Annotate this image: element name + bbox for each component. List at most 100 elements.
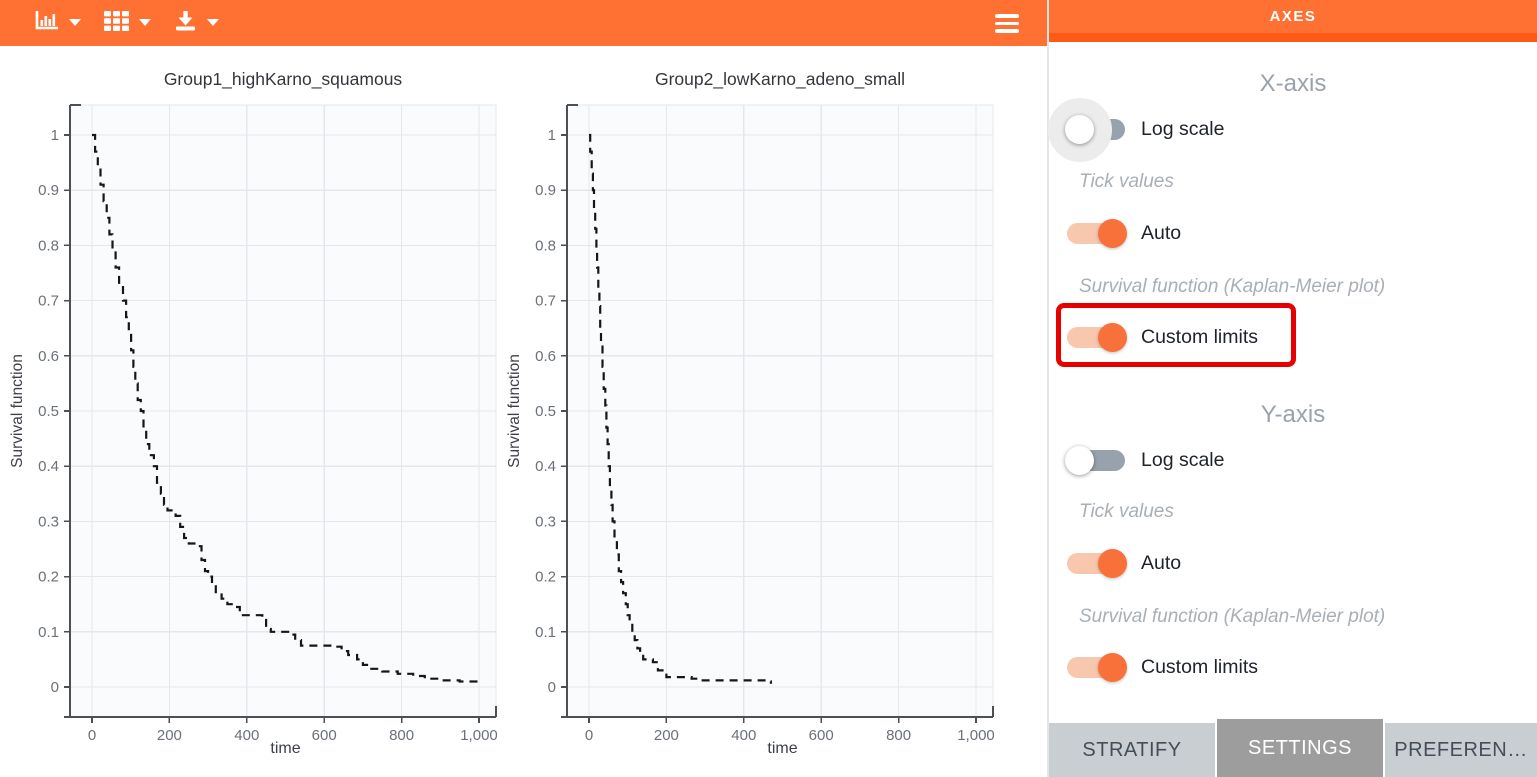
svg-text:0.9: 0.9	[535, 182, 556, 199]
svg-text:0.1: 0.1	[38, 624, 59, 641]
panel-divider	[1047, 0, 1049, 777]
y-axis-title: Survival function	[506, 354, 523, 468]
svg-text:0: 0	[548, 679, 556, 696]
tick-labels: 0 0.1 0.2 0.3 0.4 0.5 0.6 0.7 0.8 0.9 1 0 200 400 600 8…	[535, 127, 994, 744]
download-menu-button[interactable]	[173, 9, 219, 37]
svg-text:800: 800	[886, 727, 911, 744]
svg-text:1: 1	[51, 127, 59, 144]
svg-text:0.1: 0.1	[535, 624, 556, 641]
y-auto-row: Auto	[1067, 549, 1181, 578]
km-curve	[589, 133, 772, 684]
y-custom-limits-label: Custom limits	[1141, 656, 1259, 678]
x-axis-heading: X-axis	[1259, 70, 1327, 97]
download-icon	[173, 9, 198, 37]
svg-text:0.3: 0.3	[535, 513, 556, 530]
x-auto-row: Auto	[1067, 219, 1181, 248]
x-custom-limits-label: Custom limits	[1141, 326, 1259, 348]
svg-text:200: 200	[654, 727, 679, 744]
y-custom-limits-toggle[interactable]	[1067, 653, 1127, 682]
svg-text:0.8: 0.8	[535, 237, 556, 254]
svg-text:0.7: 0.7	[38, 293, 59, 310]
plot-title: Group2_lowKarno_adeno_small	[655, 69, 905, 90]
svg-text:400: 400	[731, 727, 756, 744]
svg-text:1,000: 1,000	[957, 727, 994, 744]
svg-text:600: 600	[809, 727, 834, 744]
x-custom-limits-row: Custom limits	[1067, 323, 1258, 352]
y-auto-label: Auto	[1141, 552, 1182, 574]
axes-settings-panel: AXES X-axis Log scale Tick values Auto S…	[1048, 0, 1537, 777]
y-log-scale-row: Log scale	[1065, 446, 1225, 475]
x-auto-label: Auto	[1141, 222, 1182, 244]
svg-text:0.3: 0.3	[38, 513, 59, 530]
svg-text:0.2: 0.2	[38, 569, 59, 586]
y-auto-toggle[interactable]	[1067, 549, 1127, 578]
svg-text:0: 0	[585, 727, 593, 744]
tab-settings[interactable]: SETTINGS	[1217, 719, 1383, 777]
svg-text:0.6: 0.6	[535, 348, 556, 365]
layout-grid-icon	[103, 9, 130, 38]
panel-tab-bar: STRATIFY SETTINGS PREFEREN…	[1049, 719, 1537, 777]
svg-text:0.7: 0.7	[535, 293, 556, 310]
km-plot-group2[interactable]: 0 0.1 0.2 0.3 0.4 0.5 0.6 0.7 0.8 0.9 1 0 200 400 600 8…	[497, 46, 994, 777]
y-tick-values-caption: Tick values	[1079, 501, 1174, 522]
km-plot-group1[interactable]: 0 0.1 0.2 0.3 0.4 0.5 0.6 0.7 0.8 0.9 1 0 200 400 600 8…	[0, 46, 497, 777]
axis-ticks	[64, 134, 480, 723]
svg-text:0.5: 0.5	[535, 403, 556, 420]
x-limits-caption: Survival function (Kaplan-Meier plot)	[1079, 276, 1386, 297]
toggle-knob	[1065, 446, 1094, 475]
y-log-scale-label: Log scale	[1141, 449, 1225, 471]
x-log-scale-toggle[interactable]	[1048, 98, 1125, 162]
svg-text:200: 200	[157, 727, 182, 744]
svg-text:0.2: 0.2	[535, 569, 556, 586]
x-auto-toggle[interactable]	[1067, 219, 1127, 248]
toggle-knob	[1065, 115, 1094, 144]
plot-title: Group1_highKarno_squamous	[164, 69, 403, 90]
axis-ticks	[561, 134, 977, 723]
chart-type-menu-button[interactable]	[33, 9, 81, 37]
main-toolbar	[0, 0, 1047, 46]
panel-title: AXES	[1269, 8, 1317, 25]
svg-text:0.4: 0.4	[38, 458, 59, 475]
x-axis-title: time	[270, 740, 300, 757]
y-custom-limits-row: Custom limits	[1067, 653, 1258, 682]
toggle-knob	[1098, 549, 1127, 578]
toggle-knob	[1098, 653, 1127, 682]
svg-text:0.4: 0.4	[535, 458, 556, 475]
svg-text:400: 400	[234, 727, 259, 744]
tick-labels: 0 0.1 0.2 0.3 0.4 0.5 0.6 0.7 0.8 0.9 1 0 200 400 600 8…	[38, 127, 497, 744]
svg-text:0.6: 0.6	[38, 348, 59, 365]
svg-text:600: 600	[312, 727, 337, 744]
svg-text:800: 800	[389, 727, 414, 744]
y-limits-caption: Survival function (Kaplan-Meier plot)	[1079, 606, 1386, 627]
y-axis-heading: Y-axis	[1260, 401, 1326, 428]
svg-text:0: 0	[51, 679, 59, 696]
hamburger-menu-button[interactable]	[995, 10, 1019, 37]
hamburger-icon	[995, 14, 1019, 33]
chevron-down-icon	[207, 14, 219, 32]
chart-type-icon	[33, 9, 60, 37]
y-axis-title: Survival function	[9, 354, 26, 468]
km-plot-svg: 0 0.1 0.2 0.3 0.4 0.5 0.6 0.7 0.8 0.9 1 0 200 400 600 8…	[506, 69, 994, 757]
x-custom-limits-toggle[interactable]	[1067, 323, 1127, 352]
chevron-down-icon	[139, 14, 151, 32]
svg-text:0.8: 0.8	[38, 237, 59, 254]
tab-preferences[interactable]: PREFEREN…	[1385, 723, 1537, 777]
x-tick-values-caption: Tick values	[1079, 171, 1174, 192]
svg-text:1: 1	[548, 127, 556, 144]
chevron-down-icon	[69, 14, 81, 32]
x-axis-title: time	[767, 740, 797, 757]
toggle-knob	[1098, 323, 1127, 352]
panel-header-strip	[1049, 33, 1537, 42]
svg-text:0: 0	[88, 727, 96, 744]
layout-grid-menu-button[interactable]	[103, 9, 151, 38]
svg-text:1,000: 1,000	[460, 727, 497, 744]
tab-stratify[interactable]: STRATIFY	[1049, 723, 1215, 777]
panel-header: AXES	[1049, 0, 1537, 33]
svg-text:0.5: 0.5	[38, 403, 59, 420]
grid-lines	[566, 104, 994, 718]
svg-text:0.9: 0.9	[38, 182, 59, 199]
x-log-scale-row: Log scale	[1048, 98, 1224, 162]
y-log-scale-toggle[interactable]	[1065, 446, 1125, 475]
km-plot-svg: 0 0.1 0.2 0.3 0.4 0.5 0.6 0.7 0.8 0.9 1 0 200 400 600 8…	[9, 69, 497, 757]
